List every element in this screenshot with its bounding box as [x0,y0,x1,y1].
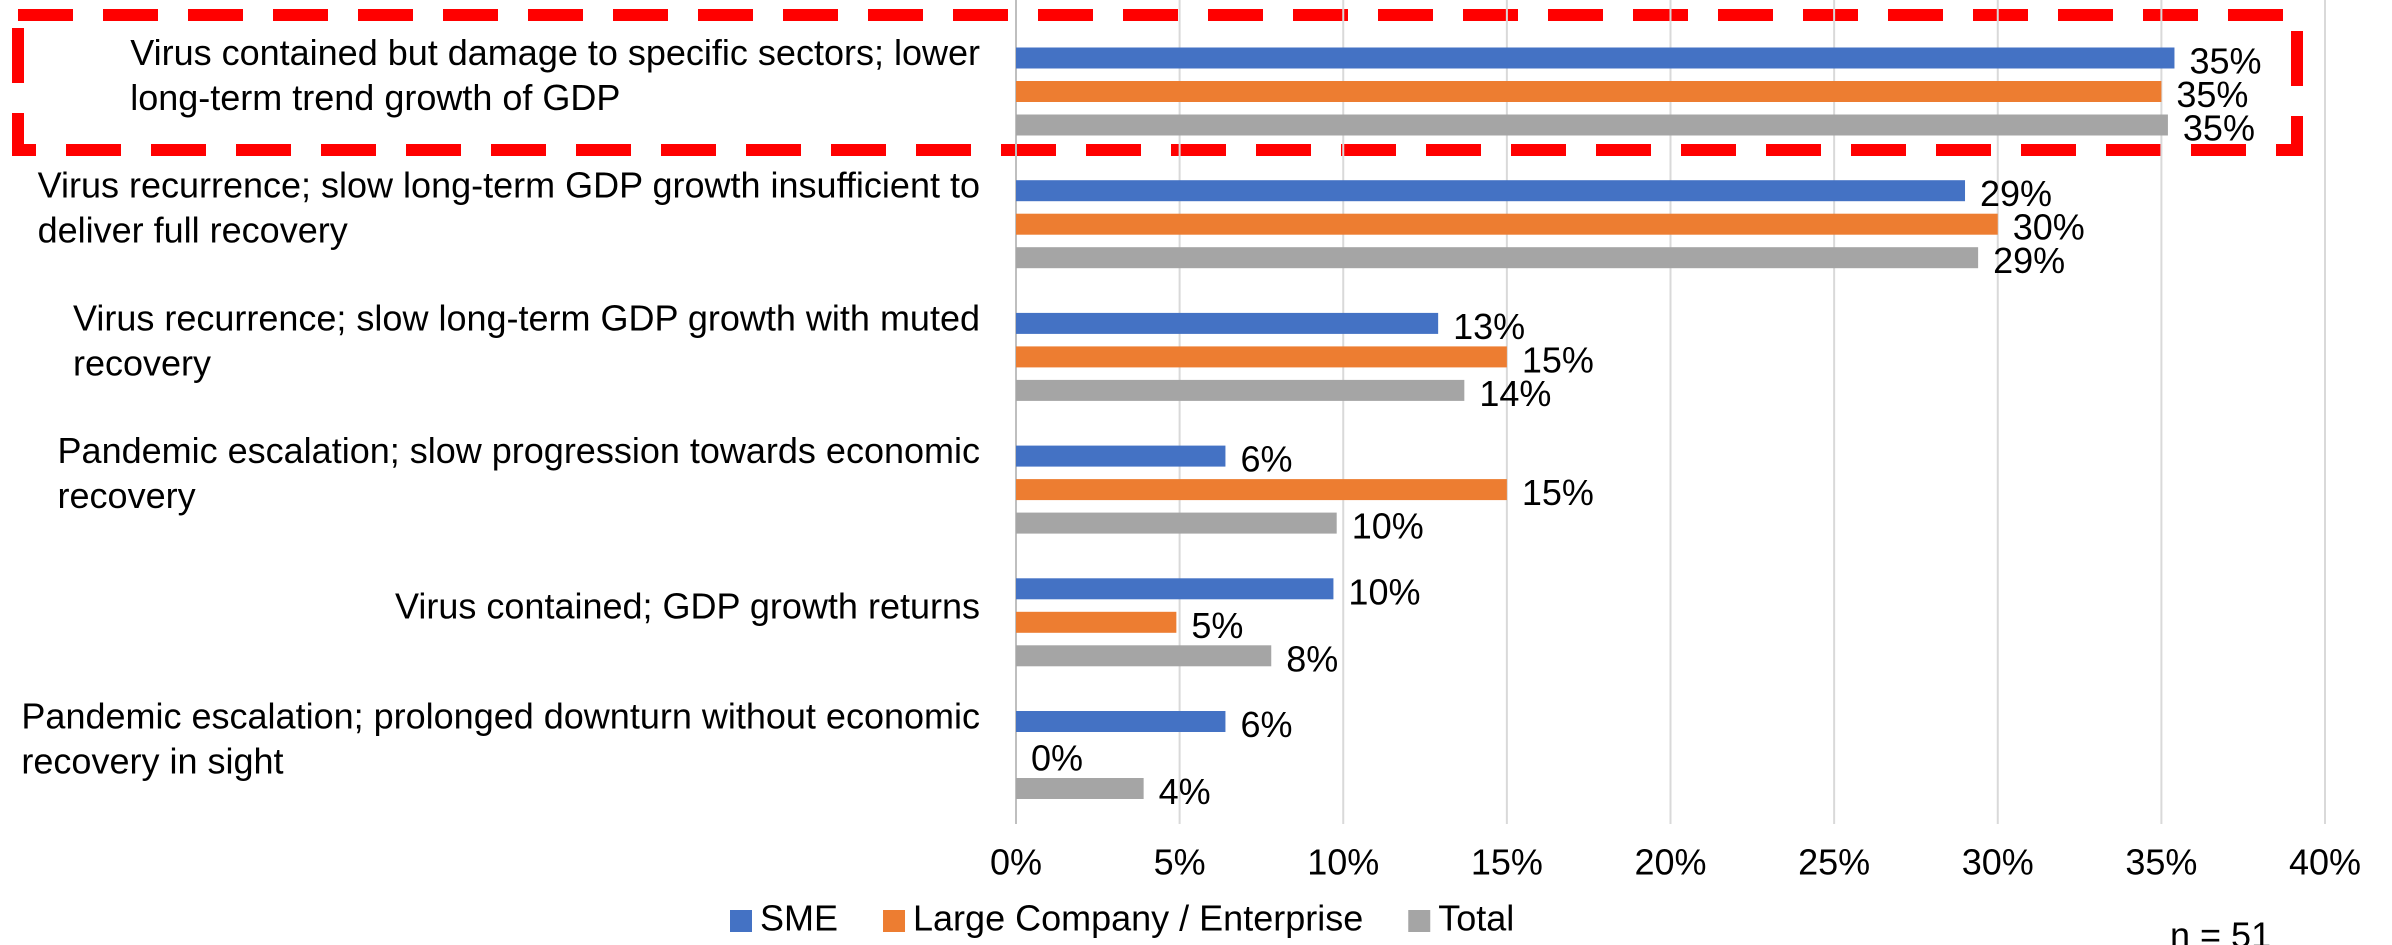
value-label: 4% [1159,771,1211,812]
bar [1016,479,1507,501]
value-label: 15% [1522,339,1594,380]
category-label: Pandemic escalation; prolonged downturn … [21,695,980,781]
x-tick-label: 30% [1962,842,2034,883]
category-label: Virus recurrence; slow long-term GDP gro… [38,164,980,250]
legend-label: SME [760,898,838,939]
value-label: 13% [1453,306,1525,347]
x-tick-label: 25% [1798,842,1870,883]
value-label: 30% [2013,207,2085,248]
value-label: 5% [1191,605,1243,646]
bar [1016,379,1465,401]
bar [1016,778,1144,799]
sample-size-note: n = 51 [2170,915,2271,945]
legend-swatch [730,910,752,932]
legend-label: Total [1438,898,1514,939]
value-label: 29% [1980,173,2052,214]
category-label: Virus recurrence; slow long-term GDP gro… [73,297,980,383]
category-label: Pandemic escalation; slow progression to… [58,430,980,516]
highlight-box [12,9,2303,156]
category-label: Virus contained but damage to specific s… [130,32,980,118]
bar [1016,512,1337,534]
value-label: 14% [1479,373,1551,414]
bar [1016,445,1226,467]
value-label: 8% [1286,638,1338,679]
value-label: 0% [1031,738,1083,779]
x-tick-label: 40% [2289,842,2361,883]
x-tick-label: 10% [1307,842,1379,883]
category-label: Virus contained; GDP growth returns [395,585,980,626]
x-tick-label: 15% [1471,842,1543,883]
value-label: 35% [2183,108,2255,149]
legend-label: Large Company / Enterprise [913,898,1363,939]
value-label: 6% [1240,439,1292,480]
bar [1016,47,2175,69]
value-label: 6% [1240,704,1292,745]
legend-swatch [1408,910,1431,932]
value-label: 35% [2189,41,2261,82]
bar [1016,645,1272,667]
bar [1016,711,1226,732]
bar [1016,578,1334,600]
x-tick-label: 0% [990,842,1042,883]
bar [1016,81,2162,102]
value-label: 29% [1993,240,2065,281]
bar [1016,180,1966,202]
value-label: 15% [1522,472,1594,513]
bar [1016,247,1979,269]
x-tick-label: 35% [2125,842,2197,883]
bar [1016,346,1507,368]
value-label: 35% [2176,74,2248,115]
bar [1016,114,2168,136]
x-tick-label: 5% [1154,842,1206,883]
value-label: 10% [1352,506,1424,547]
value-label: 10% [1348,571,1420,612]
x-tick-label: 20% [1634,842,1706,883]
bar [1016,213,1998,235]
legend-swatch [883,910,906,932]
bar [1016,611,1177,633]
bar [1016,312,1439,334]
